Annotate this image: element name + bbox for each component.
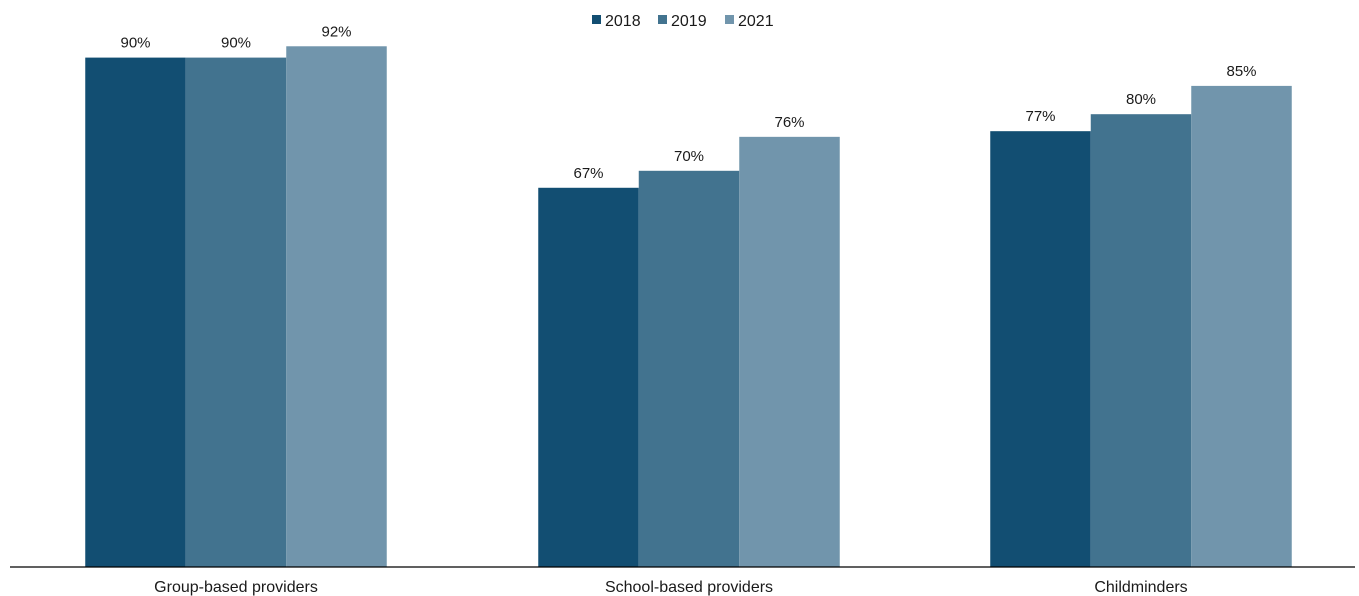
bar-2021-1 — [739, 136, 840, 567]
bar-2021-0 — [286, 46, 387, 567]
data-label-2021-0: 92% — [321, 23, 351, 40]
bar-2018-0 — [85, 57, 186, 567]
legend-swatch-2018 — [592, 15, 601, 24]
category-label-0: Group-based providers — [154, 579, 318, 596]
data-label-2018-2: 77% — [1025, 108, 1055, 125]
category-label-1: School-based providers — [605, 579, 773, 596]
legend-label-2018: 2018 — [605, 13, 641, 30]
bar-2019-0 — [185, 57, 287, 567]
bars — [85, 46, 1292, 568]
bar-2021-2 — [1191, 85, 1292, 568]
data-label-2021-1: 76% — [774, 114, 804, 131]
legend-swatch-2021 — [725, 15, 734, 24]
bar-2019-1 — [638, 170, 740, 568]
legend: 2018 2019 2021 — [592, 13, 774, 30]
data-label-2018-0: 90% — [120, 35, 150, 52]
legend-label-2019: 2019 — [671, 13, 707, 30]
data-label-2021-2: 85% — [1226, 63, 1256, 80]
category-labels: Group-based providers School-based provid… — [154, 579, 1188, 596]
data-label-2019-2: 80% — [1126, 91, 1156, 108]
bar-2019-2 — [1090, 114, 1192, 567]
data-label-2018-1: 67% — [573, 165, 603, 182]
legend-swatch-2019 — [658, 15, 667, 24]
data-label-2019-1: 70% — [674, 148, 704, 165]
value-labels: 90% 90% 92% 67% 70% 76% 77% 80% 85% — [120, 23, 1256, 182]
legend-label-2021: 2021 — [738, 13, 774, 30]
bar-2018-1 — [538, 187, 639, 567]
bar-2018-2 — [990, 131, 1091, 567]
category-label-2: Childminders — [1094, 579, 1187, 596]
data-label-2019-0: 90% — [221, 35, 251, 52]
